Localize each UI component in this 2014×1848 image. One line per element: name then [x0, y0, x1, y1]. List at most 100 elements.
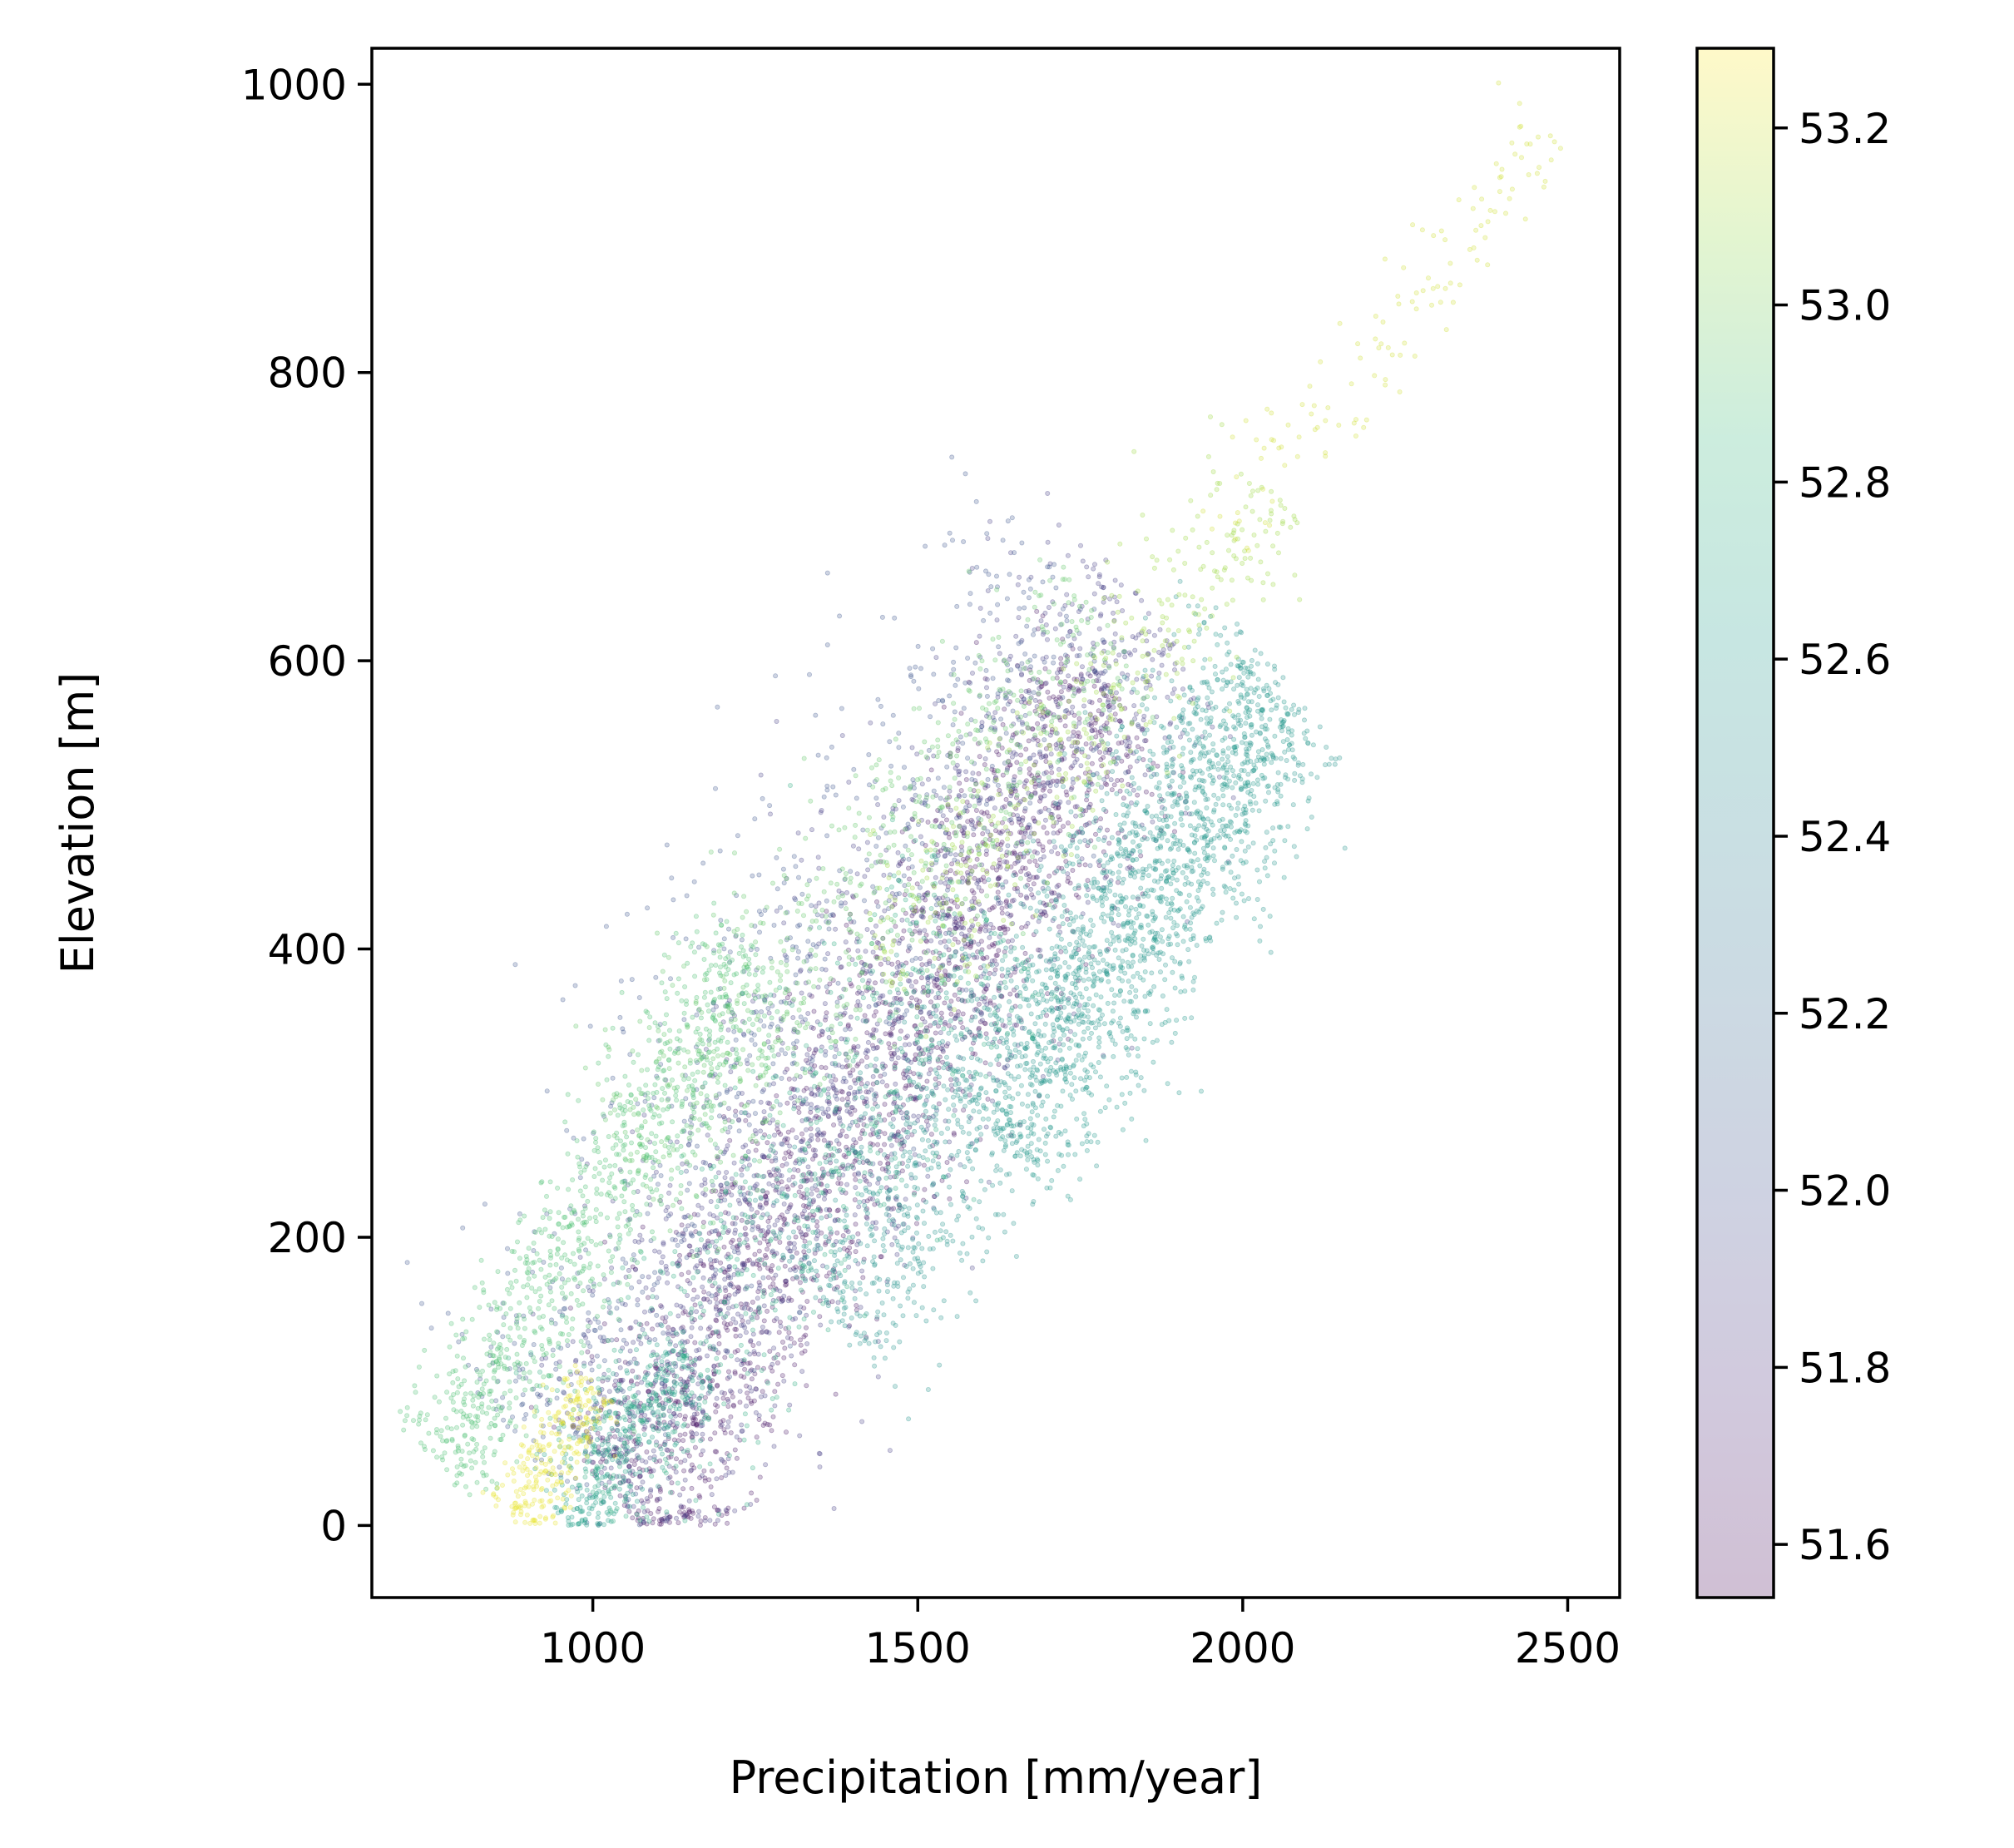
scatter-point	[855, 1043, 861, 1049]
scatter-point	[727, 1124, 733, 1130]
scatter-point	[924, 1078, 930, 1084]
scatter-point	[949, 861, 955, 867]
scatter-point	[797, 1147, 803, 1153]
scatter-point	[695, 1294, 700, 1300]
scatter-point	[1060, 606, 1066, 612]
scatter-point	[1057, 612, 1063, 617]
scatter-point	[974, 880, 980, 886]
scatter-point	[737, 1400, 743, 1405]
scatter-point	[814, 1268, 819, 1274]
scatter-point	[795, 949, 801, 954]
scatter-point	[789, 1254, 794, 1260]
scatter-point	[1004, 898, 1010, 904]
scatter-point	[878, 1254, 884, 1260]
scatter-point	[1080, 558, 1086, 564]
scatter-point	[977, 633, 982, 639]
scatter-point	[577, 1255, 583, 1261]
scatter-point	[783, 1051, 789, 1057]
scatter-point	[1037, 954, 1043, 959]
scatter-point	[748, 1307, 754, 1313]
scatter-point	[848, 1085, 854, 1091]
scatter-point	[833, 1087, 839, 1093]
scatter-point	[1116, 923, 1121, 929]
scatter-point	[418, 1301, 424, 1306]
scatter-point	[557, 1309, 563, 1315]
scatter-point	[663, 1315, 669, 1320]
scatter-point	[885, 1153, 891, 1159]
scatter-point	[685, 1223, 691, 1229]
scatter-point	[656, 1509, 661, 1514]
scatter-point	[866, 752, 872, 758]
scatter-point	[1018, 830, 1024, 835]
scatter-point	[798, 1184, 804, 1190]
scatter-point	[900, 1221, 906, 1227]
scatter-point	[1042, 770, 1047, 776]
scatter-point	[769, 1368, 775, 1374]
scatter-point	[512, 962, 518, 968]
scatter-point	[722, 1355, 728, 1360]
scatter-point	[760, 1275, 766, 1281]
scatter-point	[1098, 612, 1104, 617]
scatter-point	[957, 823, 962, 829]
scatter-point	[1042, 666, 1048, 671]
scatter-point	[648, 1487, 654, 1493]
scatter-point	[1119, 777, 1125, 783]
scatter-point	[838, 1132, 844, 1138]
scatter-point	[1038, 864, 1044, 870]
scatter-point	[892, 1052, 898, 1058]
scatter-point	[864, 1216, 870, 1221]
scatter-point	[685, 1270, 691, 1276]
scatter-point	[845, 1229, 851, 1235]
scatter-point	[635, 1189, 641, 1195]
scatter-point	[637, 1474, 643, 1479]
scatter-point	[749, 1490, 755, 1496]
scatter-point	[1003, 879, 1009, 884]
scatter-point	[774, 1360, 780, 1366]
scatter-point	[689, 1485, 695, 1491]
scatter-point	[626, 1464, 632, 1469]
scatter-point	[681, 1347, 687, 1353]
scatter-point	[691, 1411, 697, 1417]
scatter-point	[994, 617, 1000, 623]
scatter-point	[1064, 792, 1070, 798]
scatter-point	[1170, 955, 1175, 961]
scatter-point	[1133, 635, 1139, 641]
scatter-point	[1032, 697, 1038, 703]
scatter-point	[805, 939, 811, 944]
scatter-point	[865, 867, 871, 873]
scatter-point	[861, 1199, 867, 1205]
scatter-point	[732, 1447, 738, 1453]
scatter-point	[763, 1462, 769, 1468]
scatter-point	[859, 1268, 865, 1274]
scatter-point	[531, 1248, 537, 1254]
scatter-point	[730, 1394, 735, 1400]
scatter-point	[985, 536, 991, 542]
scatter-point	[947, 530, 953, 536]
scatter-point	[919, 907, 925, 913]
scatter-point	[787, 1402, 793, 1408]
scatter-point	[621, 1337, 626, 1343]
scatter-point	[736, 1117, 742, 1123]
scatter-point	[887, 1045, 893, 1051]
scatter-point	[749, 1400, 755, 1406]
scatter-point	[987, 796, 992, 802]
scatter-point	[640, 1479, 646, 1485]
scatter-point	[910, 817, 916, 823]
scatter-point	[714, 1258, 720, 1264]
scatter-point	[963, 987, 969, 993]
scatter-point	[696, 944, 702, 950]
scatter-point	[1317, 724, 1323, 730]
scatter-point	[853, 1177, 859, 1182]
scatter-point	[863, 1083, 868, 1089]
scatter-point	[993, 962, 999, 968]
scatter-point	[1056, 766, 1062, 772]
scatter-point	[572, 983, 578, 988]
scatter-point	[988, 584, 994, 590]
scatter-point	[846, 1264, 852, 1270]
scatter-point	[831, 1122, 837, 1128]
scatter-point	[1243, 721, 1249, 726]
scatter-point	[782, 1156, 788, 1162]
scatter-point	[1092, 667, 1098, 673]
scatter-point	[769, 1263, 775, 1269]
